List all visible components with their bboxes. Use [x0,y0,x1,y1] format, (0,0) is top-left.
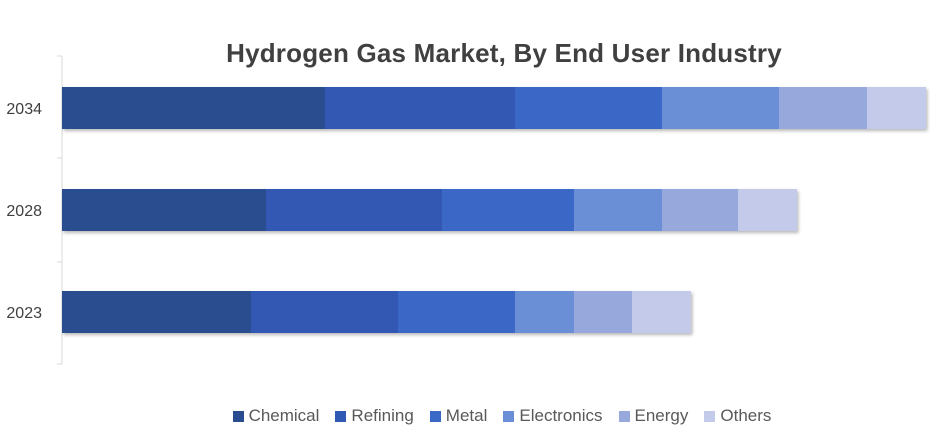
bar-metal-2034 [515,87,662,129]
bar-chemical-2034 [62,87,325,129]
legend-label: Chemical [248,406,320,425]
bar-refining-2028 [266,189,442,231]
bar-others-2028 [738,189,797,231]
chart-plot: 2034 2028 2023 [6,55,926,365]
bar-electronics-2023 [515,291,574,333]
legend-swatch [232,410,244,422]
legend-label: Others [720,406,772,425]
legend-item-electronics: Electronics [503,406,603,426]
legend-swatch [335,410,347,422]
bar-electronics-2028 [574,189,662,231]
bar-chemical-2028 [62,189,266,231]
bar-metal-2023 [398,291,515,333]
legend-label: Energy [634,406,689,425]
legend-item-others: Others [704,406,771,426]
legend-item-refining: Refining [335,406,414,426]
legend-swatch [618,410,630,422]
legend-item-chemical: Chemical [232,406,320,426]
legend-label: Electronics [519,406,603,425]
bar-metal-2028 [442,189,574,231]
y-tick-label: 2034 [6,101,42,118]
bar-chemical-2023 [62,291,251,333]
legend-swatch [704,410,716,422]
legend-label: Refining [351,406,414,425]
chart-legend: Chemical Refining Metal Electronics Energy Ot… [0,406,940,426]
bar-energy-2028 [662,189,738,231]
bar-others-2034 [867,87,926,129]
bar-refining-2023 [251,291,398,333]
bar-stack-2034 [62,87,926,129]
bar-stack-2028 [62,189,797,231]
legend-item-metal: Metal [429,406,488,426]
legend-swatch [503,410,515,422]
bar-refining-2034 [325,87,515,129]
legend-swatch [429,410,441,422]
y-tick-label: 2023 [6,305,42,322]
bar-electronics-2034 [662,87,779,129]
legend-label: Metal [445,406,488,425]
y-tick-label: 2028 [6,203,42,220]
bar-energy-2023 [574,291,632,333]
legend-item-energy: Energy [618,406,689,426]
bar-energy-2034 [779,87,867,129]
bar-stack-2023 [62,291,691,333]
chart-title: Hydrogen Gas Market, By End User Industr… [226,38,782,68]
bar-others-2023 [632,291,691,333]
